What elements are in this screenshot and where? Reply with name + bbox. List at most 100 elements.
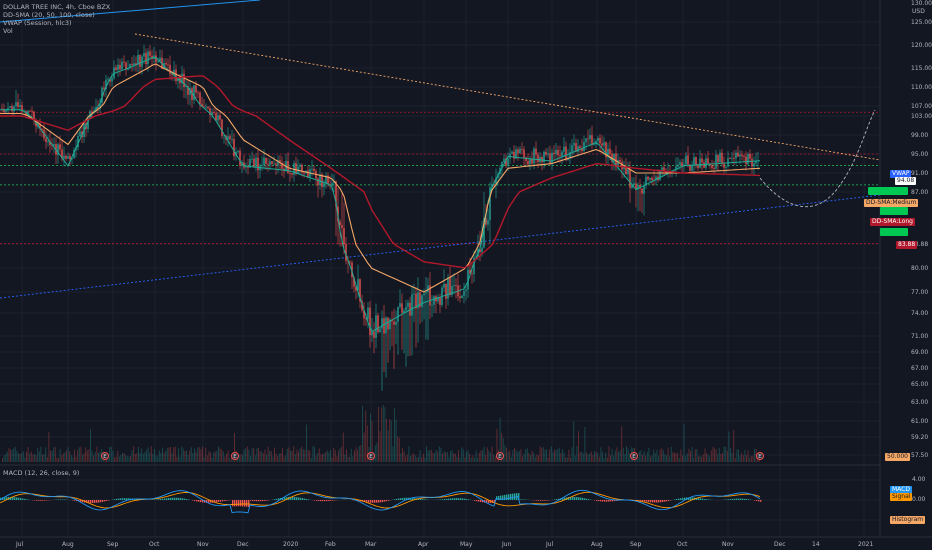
sma-long-line [0, 75, 761, 269]
volume-bar [208, 451, 210, 462]
volume-bar [618, 452, 619, 462]
volume-bar [496, 428, 498, 462]
earnings-marker[interactable]: E [101, 452, 109, 460]
volume-bar [637, 457, 639, 462]
volume-bar [651, 455, 653, 462]
candle-body [101, 87, 103, 103]
candle-body [289, 172, 291, 174]
candle-body [323, 183, 325, 187]
sma-legend[interactable]: DD-SMA (20, 50, 100, close) [3, 11, 95, 19]
earnings-marker[interactable]: E [496, 452, 504, 460]
earnings-marker[interactable]: E [367, 452, 375, 460]
candle-body [561, 151, 563, 157]
macd-histogram-bar [256, 500, 258, 502]
candle-body [51, 145, 53, 146]
volume-bar [69, 451, 71, 462]
earnings-marker[interactable]: E [231, 452, 239, 460]
volume-bar [282, 447, 283, 462]
volume-bar [405, 456, 407, 462]
macd-histogram-bar [250, 500, 252, 501]
candle-body [189, 88, 191, 95]
candle-body [603, 142, 605, 146]
candle-body [529, 158, 531, 165]
candle-body [495, 177, 497, 185]
candle-body [143, 52, 145, 57]
volume-legend[interactable]: Vol [3, 27, 13, 35]
candle-body [523, 149, 525, 158]
candle-body [697, 164, 699, 168]
volume-bar [414, 455, 416, 462]
volume-bar [446, 452, 448, 462]
volume-bar [560, 453, 562, 462]
candle-body [5, 110, 7, 113]
macd-histogram-bar [170, 497, 172, 500]
volume-bar [430, 449, 432, 462]
macd-histogram-bar [446, 498, 448, 500]
candle-body [291, 173, 293, 175]
macd-histogram-bar [320, 500, 322, 502]
volume-bar [725, 446, 727, 462]
macd-histogram-bar [186, 499, 188, 500]
volume-bar [488, 450, 490, 462]
macd-histogram-bar [474, 500, 476, 501]
earnings-marker[interactable]: E [630, 452, 638, 460]
candle-body [667, 171, 669, 174]
volume-bar [142, 453, 144, 462]
macd-histogram-bar [332, 500, 334, 501]
macd-histogram-bar [4, 497, 6, 500]
vwap-legend[interactable]: VWAP (Session, hlc3) [3, 19, 72, 27]
macd-histogram-bar [536, 500, 538, 501]
macd-histogram-bar [698, 498, 700, 500]
symbol-label[interactable]: DOLLAR TREE INC, 4h, Cboe BZX [3, 3, 111, 11]
volume-bar [642, 454, 643, 462]
volume-bar [54, 447, 56, 462]
macd-histogram-bar [126, 498, 128, 500]
volume-bar [366, 425, 368, 462]
volume-bar [27, 447, 29, 462]
volume-bar [360, 444, 362, 462]
earnings-marker[interactable]: E [756, 452, 764, 460]
candle-body [169, 64, 171, 75]
volume-bar [717, 454, 719, 462]
macd-histogram-bar [364, 500, 366, 503]
candle-body [581, 147, 583, 152]
candle-body [361, 301, 363, 311]
volume-bar [56, 457, 58, 462]
volume-bar [128, 456, 130, 462]
macd-histogram-bar [464, 498, 466, 500]
candle-body [553, 152, 555, 154]
macd-histogram-bar [324, 500, 326, 502]
volume-bar [730, 448, 731, 462]
macd-histogram-bar [734, 498, 736, 500]
candle-body [571, 145, 573, 152]
candle-body [11, 106, 13, 112]
candle-body [59, 144, 61, 150]
volume-bar [506, 447, 507, 462]
candle-body [345, 244, 347, 261]
macd-histogram-bar [576, 497, 578, 500]
macd-legend-label[interactable]: MACD (12, 26, close, 9) [3, 469, 80, 477]
candle-body [343, 227, 345, 245]
volume-bar [330, 450, 331, 462]
volume-bar [661, 448, 663, 462]
volume-bar [138, 446, 139, 462]
macd-histogram-bar [368, 500, 370, 503]
volume-bar [486, 447, 488, 462]
macd-histogram-bar [96, 500, 98, 503]
candle-body [531, 158, 533, 164]
macd-axis-label: 4.00 [912, 476, 926, 483]
volume-bar [440, 448, 442, 462]
volume-bar [450, 451, 451, 462]
candle-body [569, 151, 571, 159]
volume-bar [586, 452, 587, 462]
macd-histogram-bar [738, 498, 740, 500]
candle-body [379, 328, 381, 333]
volume-bar [710, 450, 712, 462]
volume-bar [664, 454, 666, 462]
time-axis-label: May [460, 541, 473, 548]
candle-body [751, 158, 753, 167]
macd-histogram-bar [236, 500, 238, 507]
volume-bar [218, 446, 219, 462]
volume-bar [739, 455, 741, 462]
